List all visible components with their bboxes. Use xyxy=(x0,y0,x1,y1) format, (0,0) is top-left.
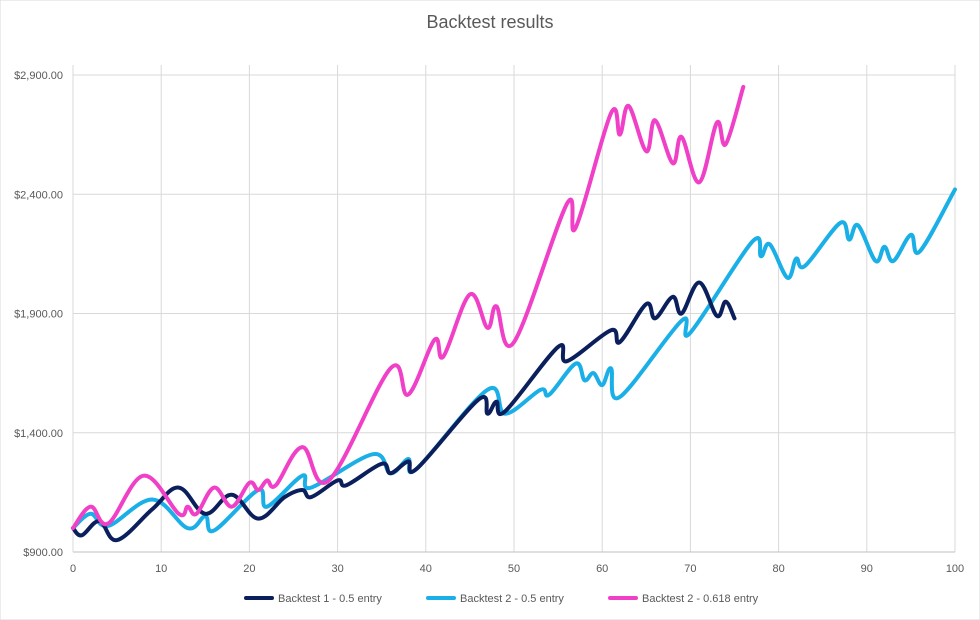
tick-layer: 0 10 20 30 40 50 60 70 80 90 100 $900.00 $1,400.00 $1… xyxy=(14,70,964,575)
legend-item: Backtest 2 - 0.5 entry xyxy=(426,593,564,605)
y-tick-label: $900.00 xyxy=(23,547,63,559)
legend: Backtest 1 - 0.5 entry Backtest 2 - 0.5 e… xyxy=(244,593,759,605)
x-tick-label: 50 xyxy=(508,563,520,575)
x-tick-label: 60 xyxy=(596,563,608,575)
legend-label: Backtest 1 - 0.5 entry xyxy=(278,593,382,605)
y-tick-label: $2,400.00 xyxy=(14,189,63,201)
x-tick-label: 80 xyxy=(772,563,784,575)
series-line xyxy=(71,84,746,531)
x-tick-label: 100 xyxy=(946,563,964,575)
legend-label: Backtest 2 - 0.5 entry xyxy=(460,593,564,605)
grid-layer xyxy=(72,65,956,553)
y-tick-label: $2,900.00 xyxy=(14,70,63,82)
x-tick-label: 20 xyxy=(243,563,255,575)
legend-label: Backtest 2 - 0.618 entry xyxy=(642,593,759,605)
series-layer xyxy=(71,84,957,543)
y-tick-label: $1,900.00 xyxy=(14,309,63,321)
x-tick-label: 70 xyxy=(684,563,696,575)
series-3 xyxy=(71,84,746,531)
x-tick-label: 30 xyxy=(331,563,343,575)
x-tick-label: 90 xyxy=(861,563,873,575)
x-tick-label: 0 xyxy=(70,563,76,575)
x-tick-label: 40 xyxy=(420,563,432,575)
series-1 xyxy=(71,280,737,543)
y-tick-label: $1,400.00 xyxy=(14,428,63,440)
legend-item: Backtest 1 - 0.5 entry xyxy=(244,593,382,605)
x-tick-label: 10 xyxy=(155,563,167,575)
chart-title: Backtest results xyxy=(426,12,553,32)
legend-item: Backtest 2 - 0.618 entry xyxy=(608,593,759,605)
series-line xyxy=(71,280,737,543)
